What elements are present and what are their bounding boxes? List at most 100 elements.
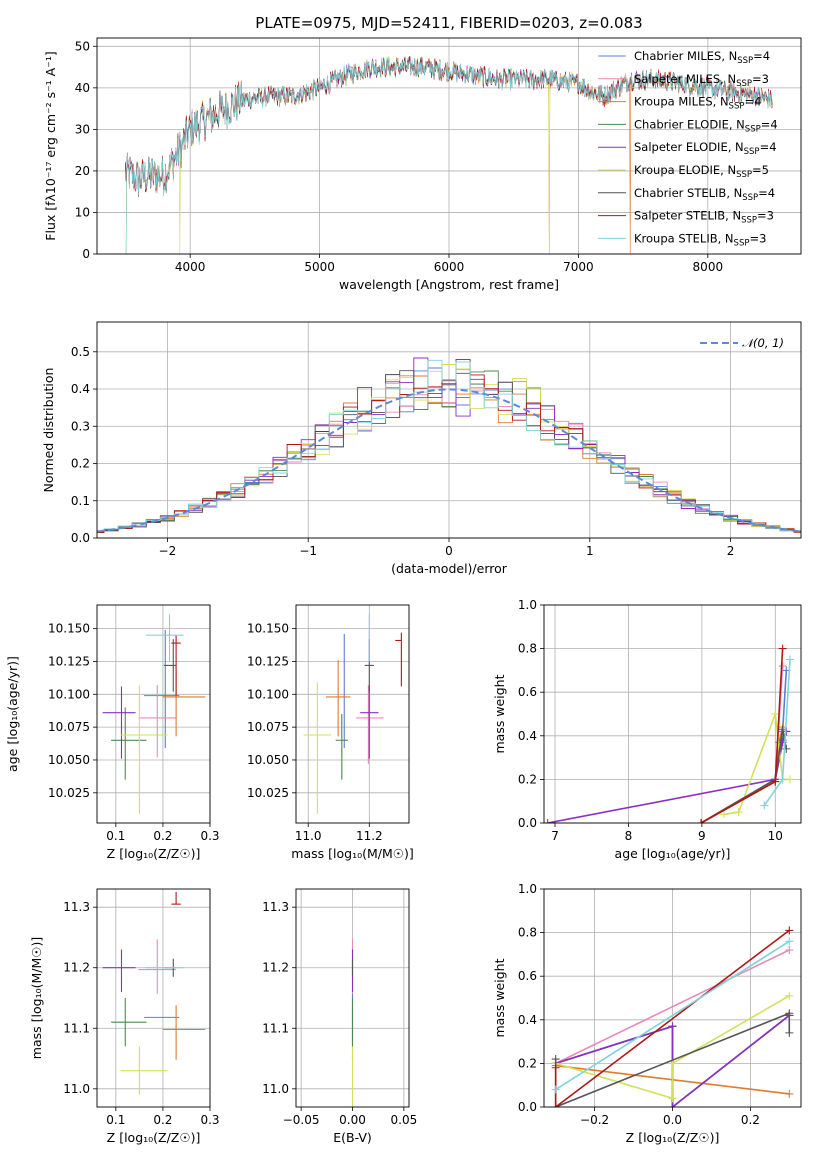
x-tick-label: 7 <box>551 829 559 843</box>
x-axis-label: E(B-V) <box>333 1130 372 1145</box>
y-tick-label: 0.0 <box>518 816 537 830</box>
y-axis-label: Normed distribution <box>41 368 56 493</box>
y-tick-label: 10.075 <box>247 720 289 734</box>
legend-label: Salpeter ELODIE, N <box>634 140 744 154</box>
y-tick-label: 0.4 <box>518 1013 537 1027</box>
mass-weight-line <box>547 731 788 823</box>
age_vs_mass-axes: 11.0 11.2 10.025 10.050 10.075 10.100 10.125 10… <box>247 604 414 861</box>
legend-entry: Chabrier ELODIE, NSSP=4 <box>634 117 778 134</box>
legend-subscript: SSP <box>742 193 758 203</box>
spectrum-plot-area <box>125 55 773 254</box>
mass-weight-marker <box>785 991 794 1000</box>
y-tick-label: 0.2 <box>518 1056 537 1070</box>
y-tick-label: 0.1 <box>71 494 90 508</box>
x-tick-label: 0 <box>445 544 453 558</box>
y-tick-label: 0.6 <box>518 685 537 699</box>
y-axis-label: age [log₁₀(age/yr)] <box>5 656 20 772</box>
y-axis-label: mass weight <box>492 674 507 753</box>
x-tick-label: 6000 <box>434 260 465 274</box>
mass-weight-marker <box>778 775 787 784</box>
legend-label: Chabrier MILES, N <box>634 49 737 63</box>
mass-weight-marker <box>778 662 787 671</box>
y-tick-label: 10 <box>75 205 90 219</box>
spectrum-axes: 4000 5000 6000 7000 8000 0 10 20 30 40 50 wavelengt… <box>43 37 802 292</box>
mass_weight_vs_Z-axes: −0.2 0.0 0.2 0.0 0.2 0.4 0.6 0.8 1.0 Z [log₁₀(Z/Z… <box>492 882 802 1145</box>
legend-entry: Kroupa MILES, NSSP=4 <box>634 95 761 112</box>
x-tick-label: 0.1 <box>106 1113 125 1127</box>
y-tick-label: 10.050 <box>48 753 90 767</box>
x-tick-label: 11.2 <box>356 829 383 843</box>
y-tick-label: 11.3 <box>262 900 289 914</box>
y-tick-label: 10.125 <box>48 654 90 668</box>
mass_weight_vs_Z-plot-area <box>551 926 794 1107</box>
mass-weight-line <box>554 929 790 1107</box>
y-tick-label: 50 <box>75 39 90 53</box>
age_vs_Z-plot-area <box>102 614 206 814</box>
mass_vs_ebv-axes: −0.05 0.00 0.05 11.0 11.1 11.2 11.3 E(B-V) <box>262 888 417 1145</box>
mass-weight-marker <box>551 1085 560 1094</box>
legend-subscript: SSP <box>744 147 760 157</box>
legend-label: Kroupa ELODIE, N <box>634 163 736 177</box>
legend-entry: Salpeter ELODIE, NSSP=4 <box>634 140 777 157</box>
axes-frame <box>96 37 802 255</box>
legend-label: Chabrier ELODIE, N <box>634 117 745 131</box>
chart-title: PLATE=0975, MJD=52411, FIBERID=0203, z=0… <box>255 14 642 32</box>
mass-weight-marker <box>734 808 743 817</box>
legend-subscript: SSP <box>745 124 761 134</box>
normal-curve <box>97 388 801 533</box>
legend-subscript: SSP <box>734 238 750 248</box>
y-tick-label: 0.8 <box>518 642 537 656</box>
x-tick-label: 0.2 <box>153 1113 172 1127</box>
legend-entry: Salpeter STELIB, NSSP=3 <box>634 209 774 226</box>
x-axis-label: mass [log₁₀(M/M☉)] <box>291 846 413 861</box>
legend-label: Salpeter STELIB, N <box>634 209 741 223</box>
y-tick-label: 10.100 <box>48 687 90 701</box>
x-axis-label: Z [log₁₀(Z/Z☉)] <box>626 1130 720 1145</box>
mass-weight-marker <box>760 801 769 810</box>
y-tick-label: 10.075 <box>48 720 90 734</box>
legend-subscript: SSP <box>737 56 753 66</box>
axes-frame <box>295 604 410 824</box>
y-tick-label: 11.3 <box>63 900 90 914</box>
y-tick-label: 1.0 <box>518 882 537 896</box>
legend-count: =4 <box>758 186 775 200</box>
x-tick-label: 11.0 <box>295 829 322 843</box>
residuals-plot-area <box>97 357 801 533</box>
age_vs_mass-plot-area <box>303 614 402 814</box>
residual-histogram <box>97 359 801 532</box>
y-tick-label: 11.0 <box>262 1082 289 1096</box>
mass-weight-marker <box>551 1063 560 1072</box>
legend-entry: 𝒩(0, 1) <box>742 336 784 350</box>
mass-weight-marker <box>668 1094 677 1103</box>
mass-weight-marker <box>551 1055 560 1064</box>
y-tick-label: 10.100 <box>247 687 289 701</box>
y-tick-label: 0.6 <box>518 969 537 983</box>
mass-weight-marker <box>785 946 794 955</box>
legend-entry: Chabrier STELIB, NSSP=4 <box>634 186 775 203</box>
legend-subscript: SSP <box>729 102 745 112</box>
mass-weight-marker <box>719 810 728 819</box>
mass_vs_Z-axes: 0.1 0.2 0.3 11.0 11.1 11.2 11.3 Z [log₁₀(Z/Z☉)]… <box>29 888 220 1145</box>
axes-frame <box>543 604 802 824</box>
axes-frame <box>96 604 211 824</box>
residuals-axes: −2 −1 0 1 2 0.0 0.1 0.2 0.3 0.4 0.5 (data-model)/er… <box>41 321 802 576</box>
x-tick-label: −1 <box>299 544 317 558</box>
legend-count: =3 <box>757 209 774 223</box>
y-tick-label: 0.2 <box>71 457 90 471</box>
y-tick-label: 30 <box>75 122 90 136</box>
x-tick-label: 0.0 <box>663 1113 682 1127</box>
x-tick-label: −0.05 <box>283 1113 320 1127</box>
legend-count: =4 <box>760 140 777 154</box>
mass_weight_vs_age-plot-area <box>544 644 794 823</box>
x-tick-label: 9 <box>698 829 706 843</box>
legend-entry: Kroupa ELODIE, NSSP=5 <box>634 163 769 180</box>
mass-weight-marker <box>668 1103 677 1107</box>
x-axis-label: wavelength [Angstrom, rest frame] <box>339 277 559 292</box>
legend-entry: Chabrier MILES, NSSP=4 <box>634 49 770 66</box>
x-tick-label: 5000 <box>304 260 335 274</box>
y-tick-label: 0.5 <box>71 345 90 359</box>
x-tick-label: −2 <box>159 544 177 558</box>
mass-weight-marker <box>551 1103 560 1107</box>
